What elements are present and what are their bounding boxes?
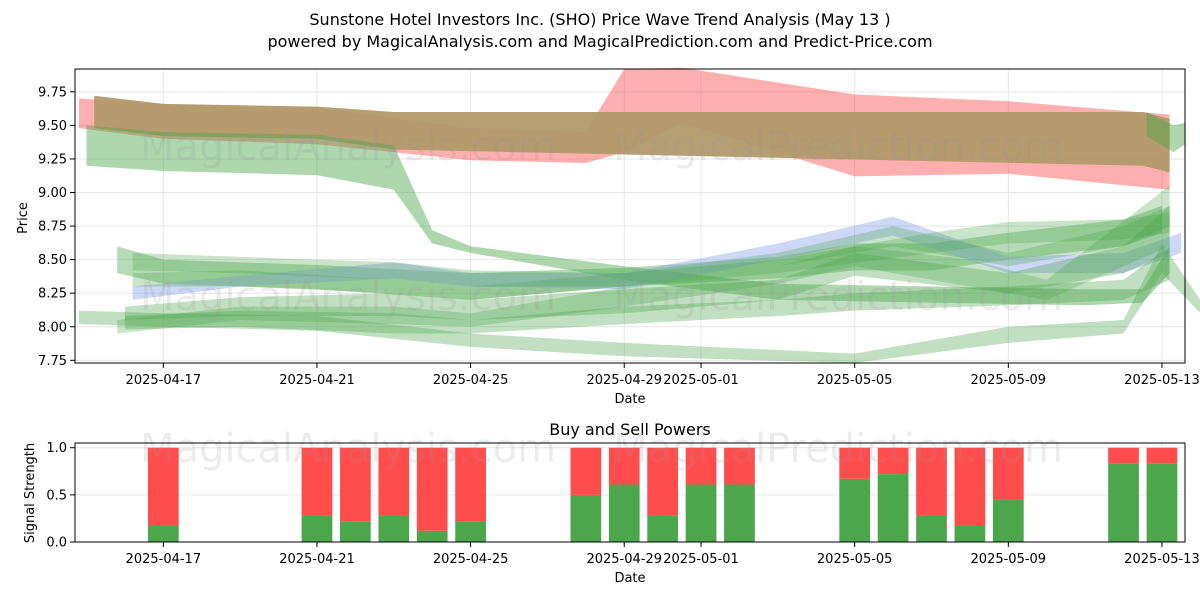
price-x-axis-label: Date bbox=[614, 392, 645, 407]
price-band-1 bbox=[94, 95, 1170, 173]
price-band-2 bbox=[86, 125, 1170, 306]
signal-y-ticks: 0.0 0.5 1.0 bbox=[46, 441, 75, 551]
sell-bar-16 bbox=[1108, 447, 1139, 464]
price-x-tick-label-2: 2025-04-25 bbox=[433, 373, 509, 388]
price-x-tick-label-4: 2025-05-01 bbox=[663, 373, 739, 388]
sell-bar-11 bbox=[839, 447, 871, 479]
buy-bar-3 bbox=[378, 515, 410, 542]
watermark-prediction-top: MagicalPrediction.com bbox=[613, 124, 1063, 170]
buy-bar-16 bbox=[1108, 463, 1139, 542]
watermark-prediction-bottom: MagicalPrediction.com bbox=[613, 426, 1063, 472]
sell-bar-10 bbox=[724, 447, 755, 485]
price-band-11 bbox=[1146, 112, 1185, 153]
buy-bar-9 bbox=[685, 484, 717, 542]
price-x-tick-label-7: 2025-05-13 bbox=[1124, 373, 1200, 388]
price-y-tick-label-0: 7.75 bbox=[38, 354, 67, 369]
watermark-analysis-bottom: MagicalAnalysis.com bbox=[140, 426, 556, 472]
signal-x-tick-label-6: 2025-05-09 bbox=[971, 552, 1047, 567]
price-band-3 bbox=[117, 205, 1163, 300]
signal-x-tick-label-2: 2025-04-25 bbox=[433, 552, 509, 567]
signal-x-tick-label-5: 2025-05-05 bbox=[817, 552, 893, 567]
price-y-tick-label-8: 9.75 bbox=[38, 85, 67, 100]
buy-bar-4 bbox=[416, 530, 448, 542]
buy-bar-0 bbox=[147, 525, 179, 542]
watermark-prediction-mid: MagicalPrediction.com bbox=[613, 274, 1063, 320]
price-y-tick-label-5: 9.00 bbox=[38, 186, 67, 201]
signal-y-tick-label-2: 1.0 bbox=[46, 441, 67, 456]
price-bands bbox=[78, 67, 1200, 363]
buy-bar-5 bbox=[455, 521, 486, 542]
signal-y-axis-label: Signal Strength bbox=[23, 443, 38, 543]
signal-x-tick-label-1: 2025-04-21 bbox=[279, 552, 355, 567]
signal-plot-frame bbox=[74, 442, 1186, 543]
chart-title-line2: powered by MagicalAnalysis.com and Magic… bbox=[267, 32, 933, 51]
sell-bar-12 bbox=[877, 447, 909, 475]
buy-bar-13 bbox=[916, 515, 947, 542]
sell-bar-15 bbox=[992, 447, 1024, 500]
price-y-axis-label: Price bbox=[16, 202, 31, 234]
sell-bar-14 bbox=[954, 447, 986, 526]
price-band-5 bbox=[124, 205, 1170, 320]
buy-bar-1 bbox=[301, 515, 333, 542]
sell-bar-7 bbox=[608, 447, 640, 485]
signal-x-ticks: 2025-04-17 2025-04-21 2025-04-25 2025-04-29… bbox=[126, 542, 1200, 567]
signal-chart-title: Buy and Sell Powers bbox=[549, 420, 711, 439]
sell-bar-3 bbox=[378, 447, 410, 516]
price-y-tick-label-3: 8.50 bbox=[38, 253, 67, 268]
sell-bar-4 bbox=[416, 447, 448, 531]
price-y-tick-label-6: 9.25 bbox=[38, 152, 67, 167]
signal-x-tick-label-4: 2025-05-01 bbox=[663, 552, 739, 567]
buy-bar-7 bbox=[608, 484, 640, 542]
buy-bar-14 bbox=[954, 525, 986, 542]
signal-bars bbox=[147, 447, 1178, 542]
price-y-tick-label-4: 8.75 bbox=[38, 220, 67, 235]
price-band-10 bbox=[132, 205, 1170, 300]
signal-y-tick-label-1: 0.5 bbox=[46, 488, 67, 503]
price-band-6 bbox=[124, 246, 1170, 334]
chart-title-line1: Sunstone Hotel Investors Inc. (SHO) Pric… bbox=[309, 10, 891, 29]
price-y-tick-label-2: 8.25 bbox=[38, 287, 67, 302]
signal-x-tick-label-7: 2025-05-13 bbox=[1124, 552, 1200, 567]
buy-bar-17 bbox=[1146, 463, 1178, 542]
signal-y-tick-label-0: 0.0 bbox=[46, 536, 67, 551]
sell-bar-0 bbox=[147, 447, 179, 526]
buy-bar-11 bbox=[839, 478, 871, 542]
buy-bar-8 bbox=[647, 515, 679, 542]
sell-bar-9 bbox=[685, 447, 717, 485]
buy-bar-10 bbox=[724, 484, 755, 542]
buy-bar-2 bbox=[340, 521, 371, 542]
watermark-analysis-mid: MagicalAnalysis.com bbox=[140, 274, 556, 320]
buy-bar-15 bbox=[992, 499, 1024, 542]
sell-bar-5 bbox=[455, 447, 486, 522]
price-band-4 bbox=[132, 216, 1182, 300]
price-x-tick-label-6: 2025-05-09 bbox=[971, 373, 1047, 388]
price-x-tick-label-1: 2025-04-21 bbox=[279, 373, 355, 388]
price-plot-frame bbox=[74, 68, 1186, 364]
sell-bar-17 bbox=[1146, 447, 1178, 464]
signal-x-axis-label: Date bbox=[614, 571, 645, 586]
sell-bar-8 bbox=[647, 447, 679, 516]
watermark-analysis-top: MagicalAnalysis.com bbox=[140, 124, 556, 170]
price-band-8 bbox=[132, 212, 1170, 287]
price-band-7 bbox=[78, 243, 1200, 363]
price-x-ticks: 2025-04-17 2025-04-21 2025-04-25 2025-04-29… bbox=[126, 363, 1200, 388]
buy-bar-12 bbox=[877, 474, 909, 542]
sell-bar-13 bbox=[916, 447, 947, 516]
sell-bar-2 bbox=[340, 447, 371, 522]
price-y-tick-label-7: 9.50 bbox=[38, 119, 67, 134]
sell-bar-1 bbox=[301, 447, 333, 516]
signal-x-tick-label-3: 2025-04-29 bbox=[586, 552, 662, 567]
sell-bar-6 bbox=[570, 447, 602, 495]
price-x-tick-label-5: 2025-05-05 bbox=[817, 373, 893, 388]
price-x-tick-label-0: 2025-04-17 bbox=[126, 373, 202, 388]
signal-x-tick-label-0: 2025-04-17 bbox=[126, 552, 202, 567]
buy-bar-6 bbox=[570, 494, 602, 542]
price-y-ticks: 7.75 8.00 8.25 8.50 8.75 9.00 9.25 9.50 9.75 bbox=[38, 85, 75, 369]
price-y-tick-label-1: 8.00 bbox=[38, 320, 67, 335]
price-band-9 bbox=[117, 185, 1170, 334]
price-x-tick-label-3: 2025-04-29 bbox=[586, 373, 662, 388]
